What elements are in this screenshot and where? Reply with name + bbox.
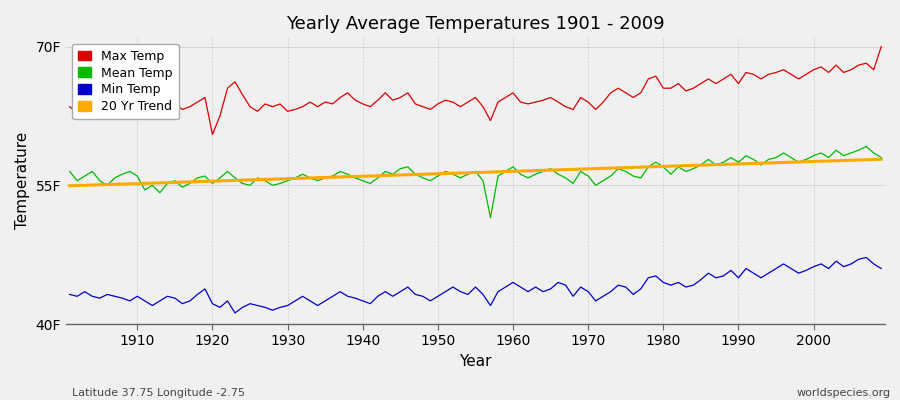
Y-axis label: Temperature: Temperature bbox=[15, 132, 30, 229]
Text: Latitude 37.75 Longitude -2.75: Latitude 37.75 Longitude -2.75 bbox=[72, 388, 245, 398]
Title: Yearly Average Temperatures 1901 - 2009: Yearly Average Temperatures 1901 - 2009 bbox=[286, 15, 665, 33]
Legend: Max Temp, Mean Temp, Min Temp, 20 Yr Trend: Max Temp, Mean Temp, Min Temp, 20 Yr Tre… bbox=[72, 44, 179, 119]
Text: worldspecies.org: worldspecies.org bbox=[796, 388, 891, 398]
X-axis label: Year: Year bbox=[459, 354, 491, 369]
